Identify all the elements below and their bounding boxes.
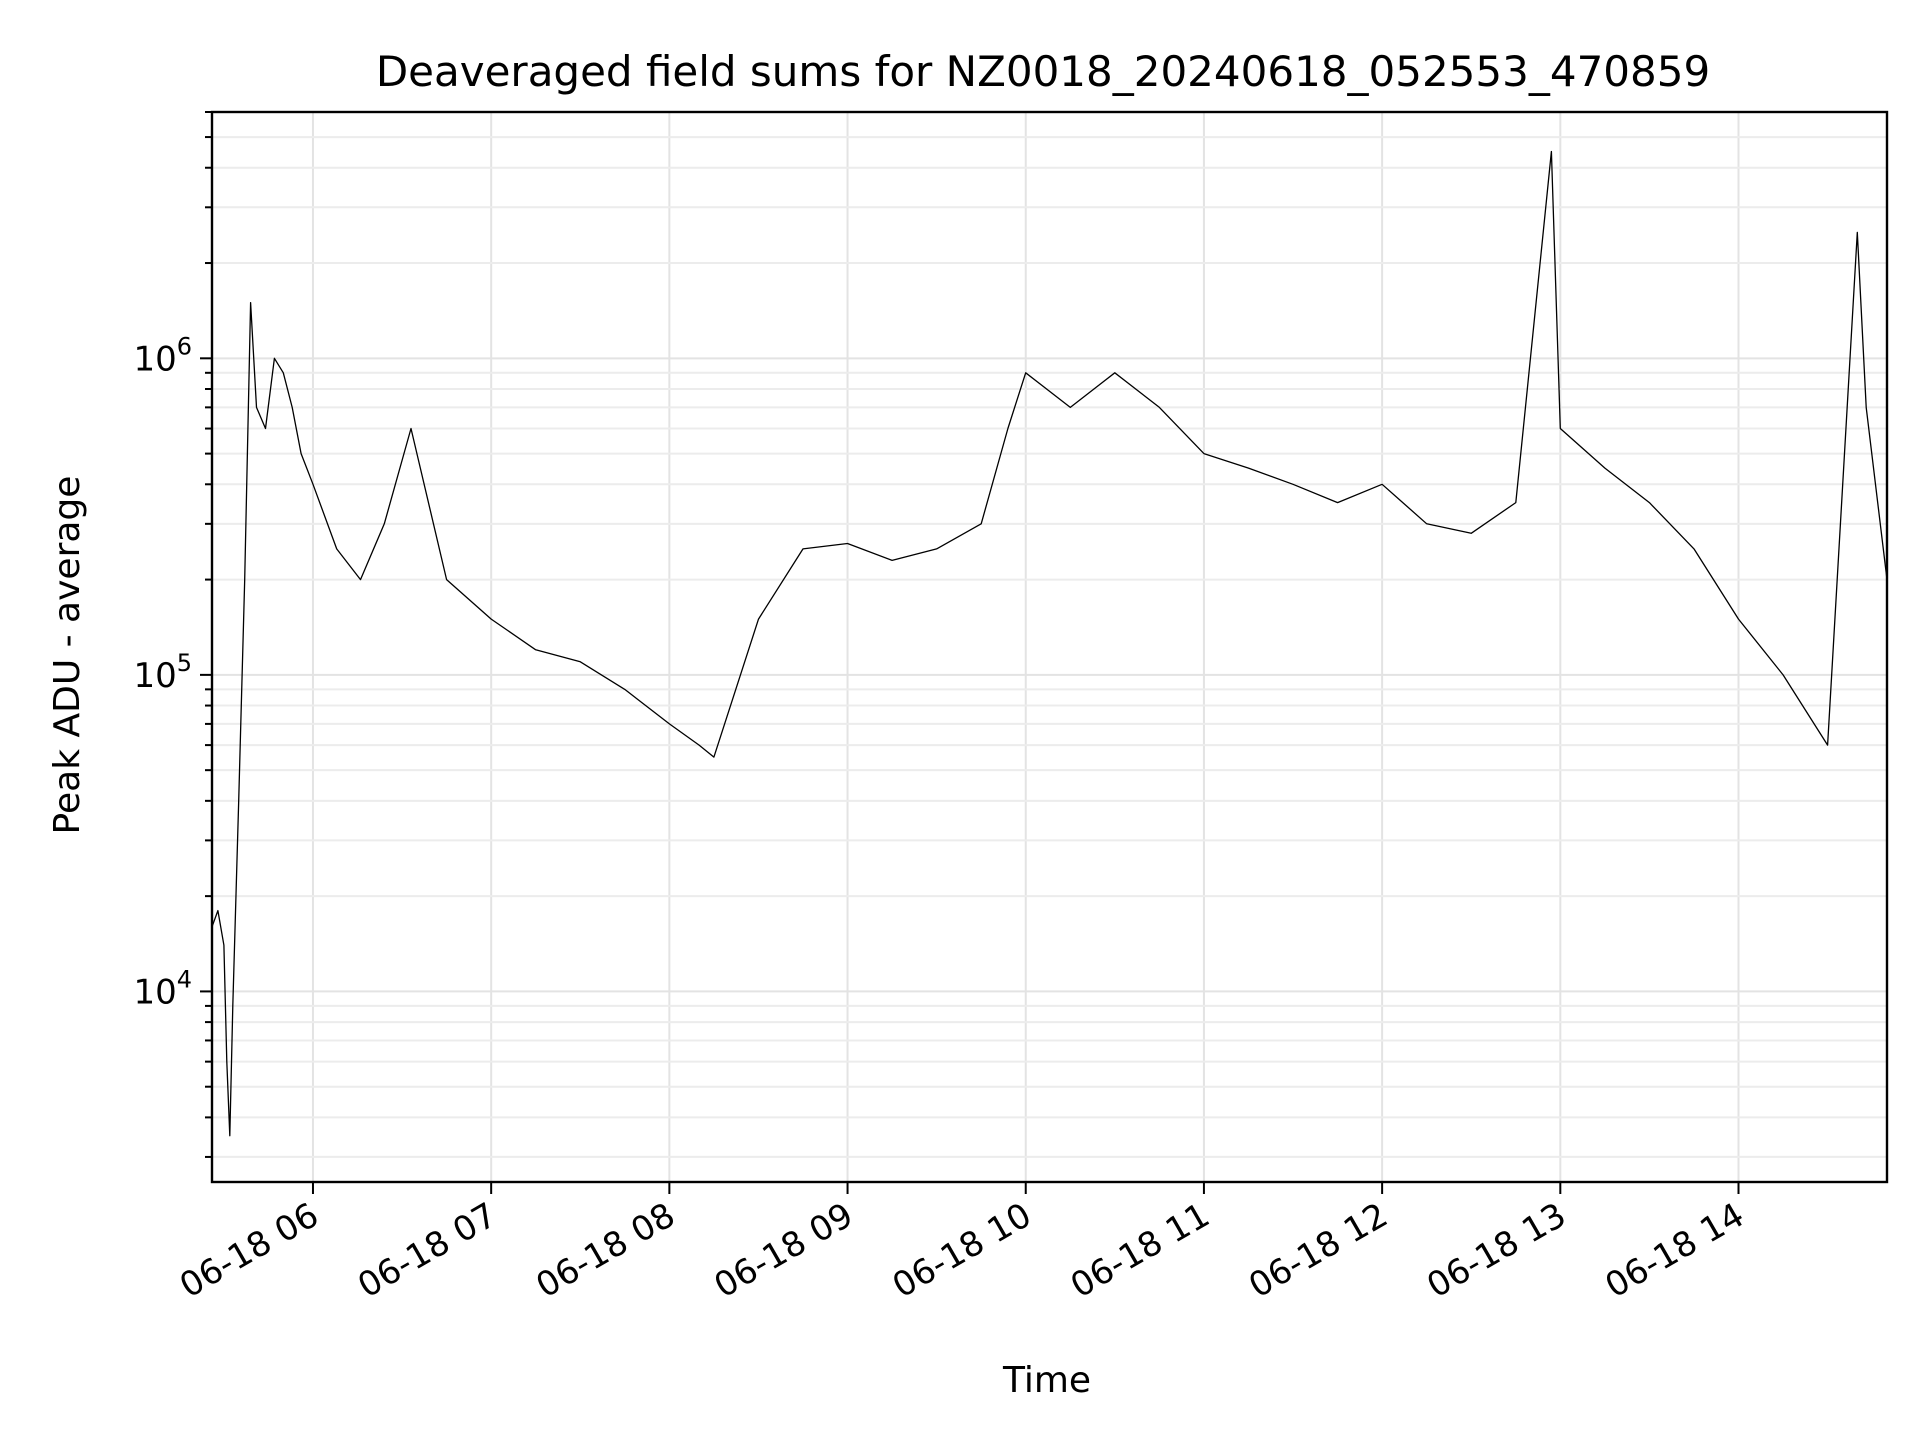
x-tick-label: 06-18 14 [1599, 1195, 1751, 1306]
grid [212, 111, 1887, 1182]
x-tick-label: 06-18 09 [708, 1195, 860, 1306]
x-tick-label: 06-18 11 [1064, 1195, 1216, 1306]
x-tick-label: 06-18 06 [173, 1195, 325, 1306]
y-tick-label: 106 [133, 332, 192, 379]
chart-title: Deaveraged field sums for NZ0018_2024061… [376, 47, 1710, 96]
series-layer [211, 150, 1888, 1137]
y-tick-label: 104 [133, 965, 192, 1012]
x-axis-label: Time [1002, 1360, 1091, 1401]
x-axis: 06-18 06 06-18 07 06-18 08 06-18 09 06-18 10… [173, 1182, 1751, 1306]
data-series-line [211, 150, 1888, 1137]
y-axis-label: Peak ADU - average [47, 476, 88, 835]
x-tick-label: 06-18 12 [1242, 1195, 1394, 1306]
y-tick-label: 105 [133, 649, 192, 696]
x-tick-label: 06-18 10 [886, 1195, 1038, 1306]
x-tick-label: 06-18 07 [351, 1195, 503, 1306]
x-tick-label: 06-18 08 [529, 1195, 681, 1306]
plot-frame [210, 110, 1889, 1184]
y-axis: 104 105 106 [133, 111, 212, 1158]
x-tick-label: 06-18 13 [1420, 1195, 1572, 1306]
